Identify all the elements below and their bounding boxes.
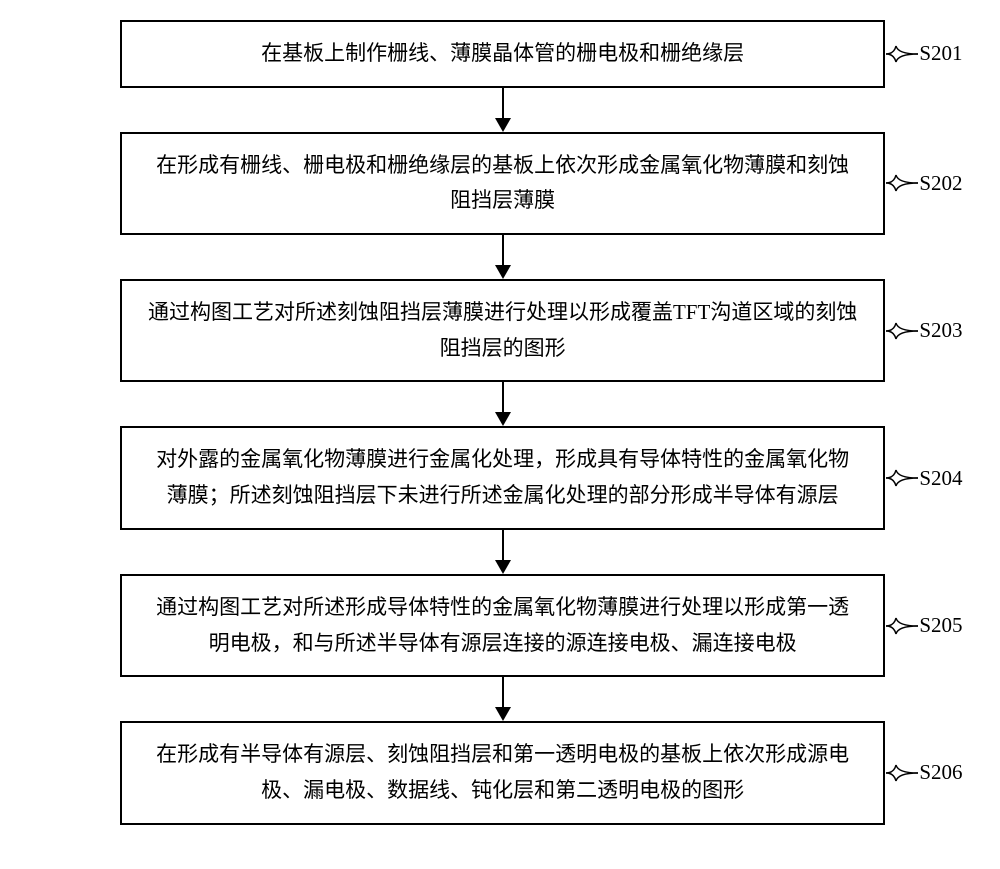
step-label-cell: S203 xyxy=(885,318,970,343)
step-text: 通过构图工艺对所述形成导体特性的金属氧化物薄膜进行处理以形成第一透明电极，和与所… xyxy=(156,595,849,655)
step-label: S201 xyxy=(919,41,962,66)
step-row: 在形成有栅线、栅电极和栅绝缘层的基板上依次形成金属氧化物薄膜和刻蚀阻挡层薄膜 S… xyxy=(30,132,970,235)
connector-curve-icon xyxy=(885,43,919,65)
connector-curve-icon xyxy=(885,615,919,637)
connector-curve-icon xyxy=(885,467,919,489)
connector-curve-icon xyxy=(885,762,919,784)
step-label-cell: S202 xyxy=(885,171,970,196)
step-text: 在形成有栅线、栅电极和栅绝缘层的基板上依次形成金属氧化物薄膜和刻蚀阻挡层薄膜 xyxy=(156,153,849,213)
step-label: S204 xyxy=(919,466,962,491)
step-box-s201: 在基板上制作栅线、薄膜晶体管的栅电极和栅绝缘层 xyxy=(120,20,885,88)
step-text: 通过构图工艺对所述刻蚀阻挡层薄膜进行处理以形成覆盖TFT沟道区域的刻蚀阻挡层的图… xyxy=(148,300,857,360)
step-box-s203: 通过构图工艺对所述刻蚀阻挡层薄膜进行处理以形成覆盖TFT沟道区域的刻蚀阻挡层的图… xyxy=(120,279,885,382)
step-row: 通过构图工艺对所述形成导体特性的金属氧化物薄膜进行处理以形成第一透明电极，和与所… xyxy=(30,574,970,677)
step-box-s206: 在形成有半导体有源层、刻蚀阻挡层和第一透明电极的基板上依次形成源电极、漏电极、数… xyxy=(120,721,885,824)
arrow-down-icon xyxy=(120,530,885,574)
step-label-cell: S201 xyxy=(885,41,970,66)
step-text: 对外露的金属氧化物薄膜进行金属化处理，形成具有导体特性的金属氧化物薄膜；所述刻蚀… xyxy=(156,447,849,507)
step-box-s204: 对外露的金属氧化物薄膜进行金属化处理，形成具有导体特性的金属氧化物薄膜；所述刻蚀… xyxy=(120,426,885,529)
step-row: 通过构图工艺对所述刻蚀阻挡层薄膜进行处理以形成覆盖TFT沟道区域的刻蚀阻挡层的图… xyxy=(30,279,970,382)
arrow-down-icon xyxy=(120,382,885,426)
connector-curve-icon xyxy=(885,320,919,342)
arrow-down-icon xyxy=(120,88,885,132)
step-label-cell: S205 xyxy=(885,613,970,638)
arrow-down-icon xyxy=(120,235,885,279)
step-box-s205: 通过构图工艺对所述形成导体特性的金属氧化物薄膜进行处理以形成第一透明电极，和与所… xyxy=(120,574,885,677)
step-box-s202: 在形成有栅线、栅电极和栅绝缘层的基板上依次形成金属氧化物薄膜和刻蚀阻挡层薄膜 xyxy=(120,132,885,235)
step-label-cell: S206 xyxy=(885,760,970,785)
flowchart-container: 在基板上制作栅线、薄膜晶体管的栅电极和栅绝缘层 S201 在形成有栅线、栅电极和… xyxy=(30,20,970,825)
arrow-down-icon xyxy=(120,677,885,721)
step-row: 对外露的金属氧化物薄膜进行金属化处理，形成具有导体特性的金属氧化物薄膜；所述刻蚀… xyxy=(30,426,970,529)
step-row: 在形成有半导体有源层、刻蚀阻挡层和第一透明电极的基板上依次形成源电极、漏电极、数… xyxy=(30,721,970,824)
step-label: S205 xyxy=(919,613,962,638)
step-label: S206 xyxy=(919,760,962,785)
step-text: 在基板上制作栅线、薄膜晶体管的栅电极和栅绝缘层 xyxy=(261,41,744,65)
connector-curve-icon xyxy=(885,172,919,194)
step-label: S202 xyxy=(919,171,962,196)
step-text: 在形成有半导体有源层、刻蚀阻挡层和第一透明电极的基板上依次形成源电极、漏电极、数… xyxy=(156,742,849,802)
step-label-cell: S204 xyxy=(885,466,970,491)
step-label: S203 xyxy=(919,318,962,343)
step-row: 在基板上制作栅线、薄膜晶体管的栅电极和栅绝缘层 S201 xyxy=(30,20,970,88)
